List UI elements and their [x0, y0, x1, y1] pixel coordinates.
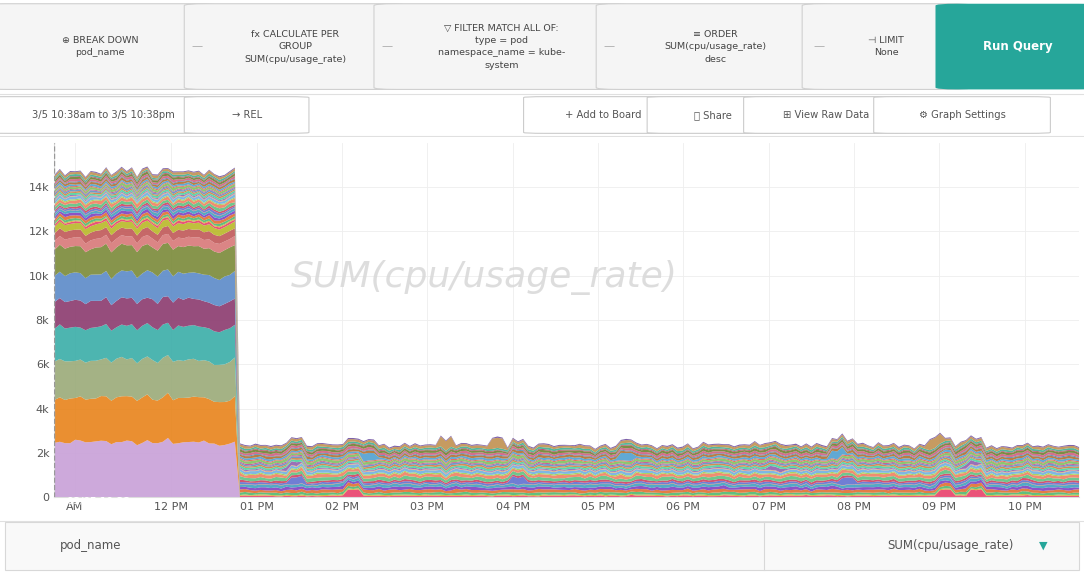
Text: ≡ ORDER
SUM(cpu/usage_rate)
desc: ≡ ORDER SUM(cpu/usage_rate) desc [664, 29, 766, 64]
FancyBboxPatch shape [524, 97, 683, 133]
FancyBboxPatch shape [744, 97, 909, 133]
FancyBboxPatch shape [374, 3, 629, 90]
Text: → REL: → REL [232, 110, 262, 120]
FancyBboxPatch shape [184, 97, 309, 133]
Text: ▽ FILTER MATCH ALL OF:
type = pod
namespace_name = kube-
system: ▽ FILTER MATCH ALL OF: type = pod namesp… [438, 24, 565, 70]
Text: —: — [814, 41, 825, 52]
FancyBboxPatch shape [184, 3, 406, 90]
FancyBboxPatch shape [874, 97, 1050, 133]
FancyBboxPatch shape [647, 97, 779, 133]
FancyBboxPatch shape [935, 3, 1084, 90]
FancyBboxPatch shape [596, 3, 835, 90]
Text: 👥 Share: 👥 Share [695, 110, 732, 120]
Text: SUM(cpu/usage_rate): SUM(cpu/usage_rate) [291, 260, 678, 295]
Text: Run Query: Run Query [983, 40, 1053, 53]
Text: ⊕ BREAK DOWN
pod_name: ⊕ BREAK DOWN pod_name [62, 36, 139, 58]
Text: ▼: ▼ [1038, 541, 1047, 551]
Bar [5, 522, 1079, 570]
Text: 3/5 10:38am to 3/5 10:38pm: 3/5 10:38am to 3/5 10:38pm [31, 110, 175, 120]
Text: + Add to Board: + Add to Board [565, 110, 642, 120]
FancyBboxPatch shape [0, 3, 217, 90]
Text: —: — [382, 41, 392, 52]
Text: pod_name: pod_name [60, 539, 121, 553]
Text: ⚙ Graph Settings: ⚙ Graph Settings [918, 110, 1006, 120]
Text: ⊞ View Raw Data: ⊞ View Raw Data [784, 110, 869, 120]
Text: ⊣ LIMIT
None: ⊣ LIMIT None [868, 36, 904, 58]
FancyBboxPatch shape [802, 3, 970, 90]
Text: —: — [192, 41, 203, 52]
Text: —: — [604, 41, 615, 52]
Text: 03/05 10:38: 03/05 10:38 [67, 496, 130, 505]
Text: SUM(cpu/usage_rate): SUM(cpu/usage_rate) [887, 539, 1014, 553]
FancyBboxPatch shape [0, 97, 220, 133]
Text: fx CALCULATE PER
GROUP
SUM(cpu/usage_rate): fx CALCULATE PER GROUP SUM(cpu/usage_rat… [244, 29, 347, 64]
